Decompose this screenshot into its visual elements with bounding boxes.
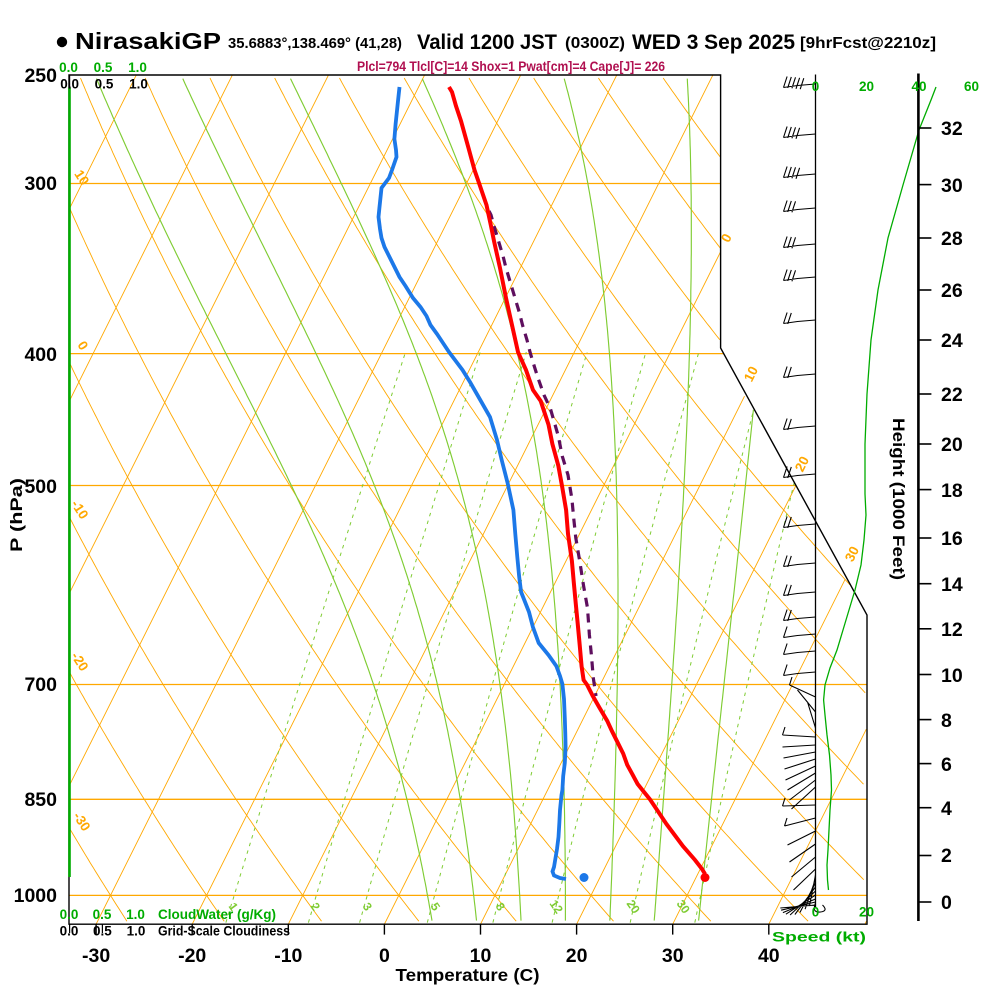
svg-text:6: 6: [941, 754, 952, 776]
svg-text:30: 30: [941, 175, 963, 197]
svg-text:500: 500: [24, 476, 57, 498]
svg-text:0.5: 0.5: [93, 907, 112, 922]
svg-text:14: 14: [941, 574, 963, 596]
svg-text:1.0: 1.0: [129, 77, 148, 92]
svg-text:-10: -10: [274, 945, 302, 967]
svg-text:250: 250: [24, 65, 57, 87]
svg-text:Valid 1200 JST: Valid 1200 JST: [417, 30, 557, 54]
svg-text:40: 40: [911, 79, 926, 94]
svg-text:[9hrFcst@2210z]: [9hrFcst@2210z]: [800, 35, 936, 52]
svg-text:700: 700: [24, 674, 57, 696]
svg-text:(0300Z): (0300Z): [565, 35, 625, 52]
svg-text:Height (1000 Feet): Height (1000 Feet): [889, 418, 908, 580]
svg-text:-20: -20: [178, 945, 206, 967]
svg-text:20: 20: [859, 79, 874, 94]
svg-text:10: 10: [741, 364, 761, 384]
svg-text:10: 10: [470, 945, 492, 967]
svg-text:16: 16: [941, 528, 963, 550]
svg-text:300: 300: [24, 173, 57, 195]
svg-text:26: 26: [941, 280, 963, 302]
svg-text:30: 30: [842, 544, 862, 564]
svg-text:1.0: 1.0: [128, 60, 147, 75]
svg-text:12: 12: [941, 619, 963, 641]
svg-text:40: 40: [758, 945, 780, 967]
svg-text:0.5: 0.5: [95, 77, 114, 92]
svg-text:0.5: 0.5: [94, 60, 113, 75]
svg-text:20: 20: [566, 945, 588, 967]
svg-text:Grid-Scale Cloudiness: Grid-Scale Cloudiness: [158, 924, 290, 939]
svg-text:0: 0: [812, 905, 820, 920]
svg-text:0.0: 0.0: [60, 907, 79, 922]
svg-text:20: 20: [859, 905, 874, 920]
svg-text:18: 18: [941, 480, 963, 502]
svg-text:1.0: 1.0: [126, 907, 145, 922]
svg-text:Speed (kt): Speed (kt): [772, 930, 866, 945]
svg-text:20: 20: [792, 454, 812, 474]
svg-text:10: 10: [941, 665, 963, 687]
svg-text:400: 400: [24, 344, 57, 366]
svg-text:20: 20: [941, 434, 963, 456]
svg-text:Plcl=794 Tlcl[C]=14 Shox=1 Pwa: Plcl=794 Tlcl[C]=14 Shox=1 Pwat[cm]=4 Ca…: [357, 59, 665, 74]
svg-text:0: 0: [812, 79, 820, 94]
svg-text:32: 32: [941, 118, 963, 140]
svg-text:60: 60: [964, 79, 979, 94]
svg-text:-30: -30: [82, 945, 110, 967]
svg-text:NirasakiGP: NirasakiGP: [75, 28, 221, 54]
svg-text:CloudWater (g/Kg): CloudWater (g/Kg): [158, 907, 276, 922]
svg-text:8: 8: [941, 710, 952, 732]
svg-text:1000: 1000: [14, 885, 58, 907]
svg-text:Temperature (C): Temperature (C): [396, 965, 540, 985]
svg-text:24: 24: [941, 330, 963, 352]
svg-text:30: 30: [662, 945, 684, 967]
svg-text:0.0: 0.0: [59, 60, 78, 75]
svg-text:850: 850: [24, 789, 57, 811]
svg-text:0: 0: [379, 945, 390, 967]
svg-text:WED 3 Sep 2025: WED 3 Sep 2025: [632, 30, 795, 54]
svg-text:4: 4: [941, 798, 952, 820]
svg-text:P (hPa): P (hPa): [8, 478, 26, 552]
svg-text:35.6883°,138.469° (41,28): 35.6883°,138.469° (41,28): [228, 36, 402, 52]
svg-text:10: 10: [71, 167, 92, 188]
svg-text:1.0: 1.0: [127, 924, 146, 939]
svg-text:2: 2: [941, 845, 952, 867]
svg-text:28: 28: [941, 228, 963, 250]
svg-text:0: 0: [941, 892, 952, 914]
svg-text:22: 22: [941, 384, 963, 406]
